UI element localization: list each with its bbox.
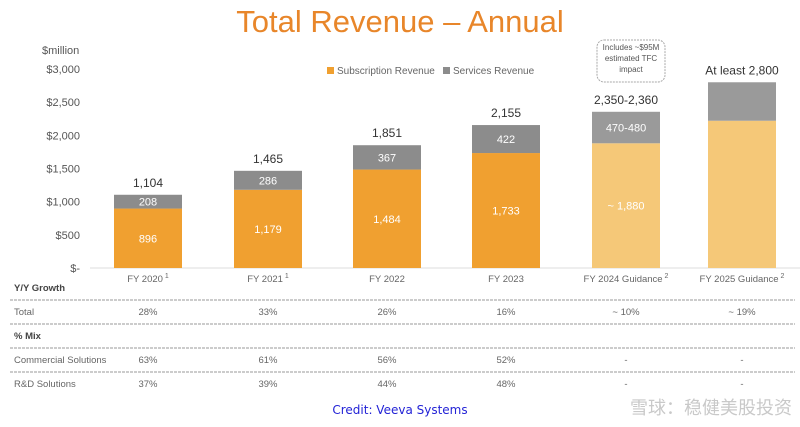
data-label: 896 <box>139 233 157 245</box>
table-section-header: % Mix <box>14 331 42 342</box>
legend-swatch <box>327 67 334 74</box>
table-section-header: Y/Y Growth <box>14 283 65 294</box>
table-cell: 48% <box>496 379 516 390</box>
total-label: 1,465 <box>253 152 283 166</box>
watermark: 雪球：稳健美股投资 <box>630 398 792 418</box>
table-cell: 16% <box>496 307 516 318</box>
credit-text: Credit: Veeva Systems <box>332 403 468 417</box>
legend-swatch <box>443 67 450 74</box>
table-cell: 56% <box>377 355 397 366</box>
y-tick-label: $3,000 <box>46 64 80 76</box>
y-tick-label: $500 <box>56 230 80 242</box>
bar-segment <box>353 145 421 170</box>
table-cell: ~ 10% <box>612 307 640 318</box>
chart-title: Total Revenue – Annual <box>236 4 564 39</box>
bar-segment <box>114 208 182 268</box>
table-cell: 26% <box>377 307 397 318</box>
total-label: 1,851 <box>372 126 402 140</box>
table-cell: ~ 19% <box>728 307 756 318</box>
bar-segment <box>234 170 302 190</box>
table-cell: 44% <box>377 379 397 390</box>
x-tick-label: FY 2022 <box>369 274 405 285</box>
table-cell: - <box>740 379 743 390</box>
bar-segment <box>708 120 776 269</box>
table-row-label: Commercial Solutions <box>14 355 107 366</box>
data-label: 1,179 <box>254 224 282 236</box>
x-tick-label: FY 2020 1 <box>127 273 169 285</box>
table-cell: 39% <box>258 379 278 390</box>
table-cell: - <box>740 355 743 366</box>
table-row-label: R&D Solutions <box>14 379 76 390</box>
legend-label: Subscription Revenue <box>337 66 435 77</box>
y-axis-label: $million <box>42 45 79 57</box>
y-tick-label: $2,000 <box>46 130 80 142</box>
bar-segment <box>234 189 302 268</box>
x-tick-label: FY 2023 <box>488 274 524 285</box>
bar-segment <box>592 111 660 144</box>
total-label: 1,104 <box>133 176 163 190</box>
table-cell: - <box>624 379 627 390</box>
legend-label: Services Revenue <box>453 66 535 77</box>
y-tick-label: $- <box>70 263 80 275</box>
callout-box <box>596 39 666 83</box>
x-tick-label: FY 2021 1 <box>247 273 289 285</box>
data-label: 470-480 <box>606 123 646 135</box>
y-tick-label: $2,500 <box>46 97 80 109</box>
data-label: 367 <box>378 152 396 164</box>
total-label: At least 2,800 <box>705 63 779 77</box>
y-tick-label: $1,000 <box>46 197 80 209</box>
bar-segment <box>353 169 421 268</box>
table-cell: 52% <box>496 355 516 366</box>
bar-segment <box>472 153 540 268</box>
y-tick-label: $1,500 <box>46 164 80 176</box>
table-cell: 63% <box>138 355 158 366</box>
table-cell: 33% <box>258 307 278 318</box>
data-label: 286 <box>259 175 277 187</box>
bar-segment <box>592 143 660 268</box>
bar-segment <box>708 82 776 121</box>
x-tick-label: FY 2024 Guidance 2 <box>584 273 669 285</box>
bar-segment <box>114 194 182 209</box>
table-cell: 28% <box>138 307 158 318</box>
table-row-label: Total <box>14 307 34 318</box>
table-cell: 61% <box>258 355 278 366</box>
table-cell: - <box>624 355 627 366</box>
bar-segment <box>472 125 540 154</box>
data-label: ~ 1,880 <box>607 201 644 213</box>
data-label: 422 <box>497 134 515 146</box>
total-label: 2,155 <box>491 106 521 120</box>
table-cell: 37% <box>138 379 158 390</box>
data-label: 1,484 <box>373 214 401 226</box>
x-tick-label: FY 2025 Guidance 2 <box>700 273 785 285</box>
data-label: 208 <box>139 197 157 209</box>
data-label: 1,733 <box>492 206 520 218</box>
total-label: 2,350-2,360 <box>594 93 658 107</box>
callout-text: Includes ~$95M estimated TFC impact <box>603 43 660 74</box>
